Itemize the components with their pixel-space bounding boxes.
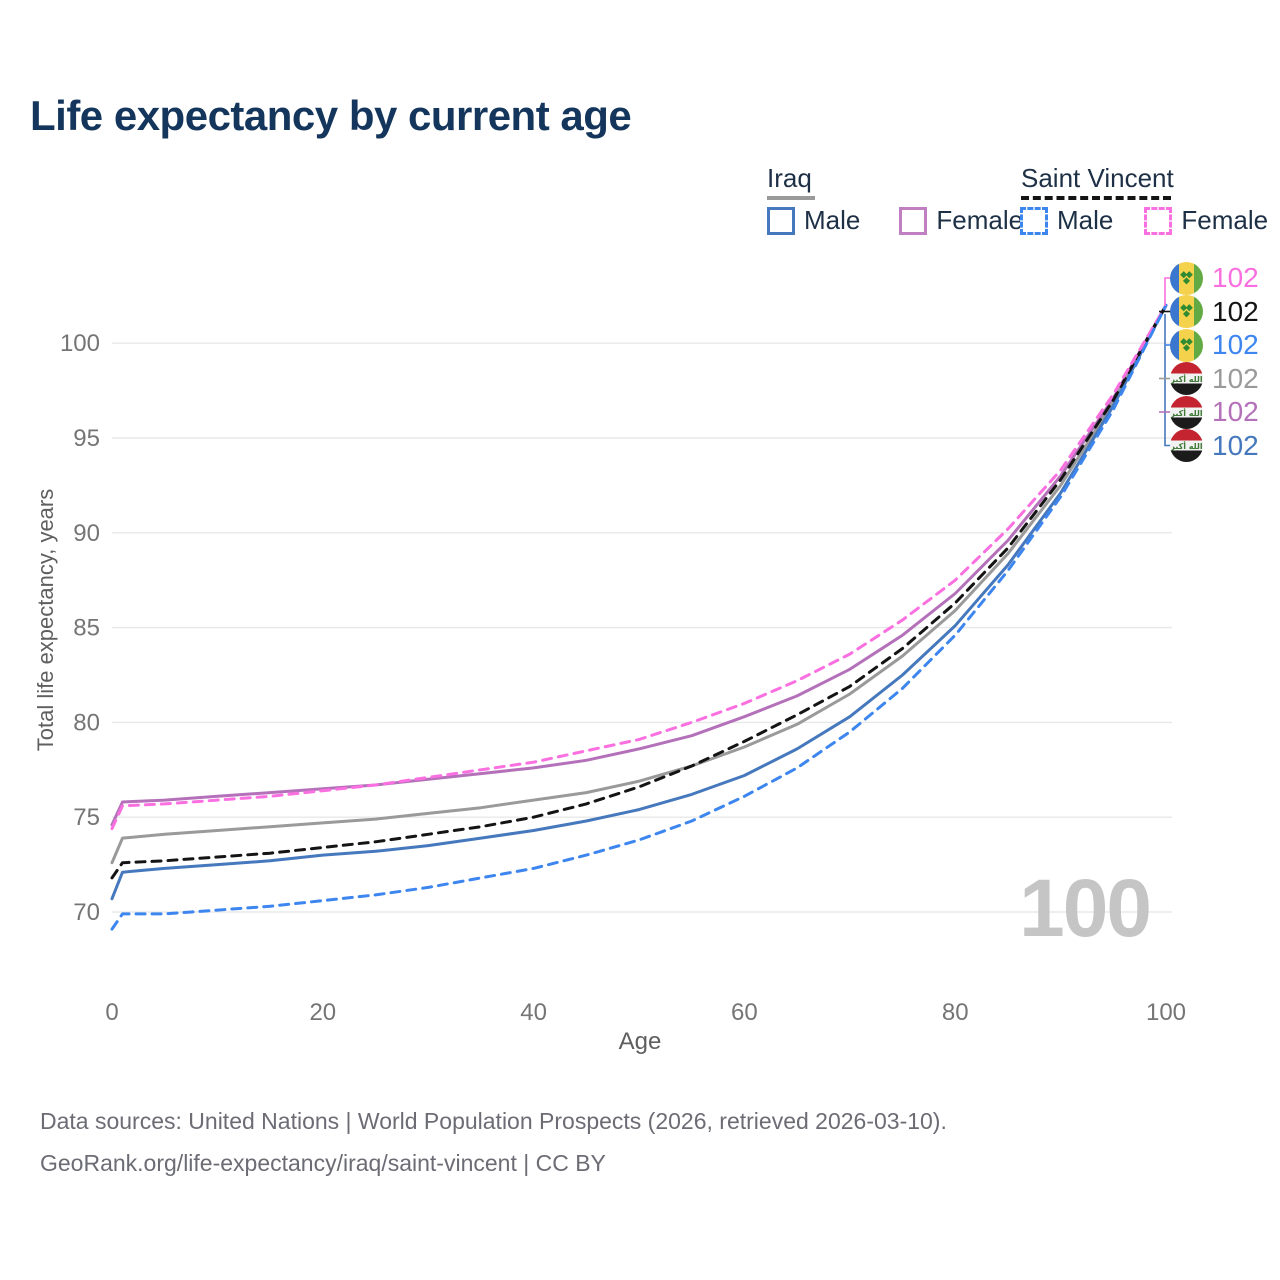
end-label-row-iraq-male: الله أكبر 102 — [1170, 429, 1259, 463]
end-label-value: 102 — [1212, 362, 1259, 394]
end-label-row-saint-vincent: 102 — [1170, 295, 1259, 329]
legend-label-iraq-female[interactable]: Female — [936, 205, 1024, 235]
y-tick-label: 100 — [60, 330, 100, 357]
x-axis-title: Age — [618, 1028, 662, 1055]
x-tick-label: 80 — [942, 999, 969, 1026]
y-tick-label: 90 — [73, 520, 100, 547]
legend-label-iraq-male[interactable]: Male — [804, 205, 861, 235]
y-tick-label: 70 — [73, 899, 100, 926]
legend-label-sv-female[interactable]: Female — [1181, 205, 1269, 235]
flag-iraq-icon: الله أكبر — [1170, 362, 1203, 395]
series-line-saint-vincent-female — [110, 303, 1168, 831]
legend-swatch-iraq-male[interactable] — [767, 206, 795, 235]
end-label-value: 102 — [1212, 295, 1259, 327]
y-tick-label: 80 — [73, 709, 100, 736]
legend-swatch-iraq-female[interactable] — [899, 206, 928, 235]
legend-group-saint-vincent: Saint Vincent — [1021, 163, 1174, 200]
legend-saint-vincent-underline — [1021, 196, 1171, 200]
x-tick-label: 20 — [309, 999, 336, 1026]
leader-iraq-male — [1164, 314, 1171, 447]
end-label-row-saint-vincent-male: 102 — [1170, 328, 1259, 362]
end-label-value: 102 — [1212, 396, 1259, 427]
y-tick-label: 85 — [73, 615, 100, 642]
svg-text:الله أكبر: الله أكبر — [1170, 441, 1203, 451]
flag-saint-vincent-icon — [1170, 295, 1203, 328]
y-tick-label: 95 — [73, 425, 100, 452]
leader-sv-female — [1164, 277, 1171, 306]
legend-swatch-sv-male[interactable] — [1020, 206, 1048, 235]
end-label-row-saint-vincent-female: 102 — [1170, 261, 1259, 295]
legend-group-saint-vincent-label[interactable]: Saint Vincent — [1021, 163, 1174, 193]
x-tick-label: 60 — [731, 999, 758, 1026]
svg-text:الله أكبر: الله أكبر — [1170, 374, 1203, 384]
legend-iraq-underline — [767, 196, 815, 200]
end-label-value: 102 — [1212, 429, 1259, 461]
series-line-saint-vincent — [110, 303, 1168, 880]
end-label-value: 102 — [1212, 262, 1259, 293]
end-label-value: 102 — [1212, 329, 1259, 360]
flag-iraq-icon: الله أكبر — [1170, 395, 1203, 429]
legend-items-iraq: Male Female — [767, 205, 1023, 236]
y-axis-title: Total life expectancy, years — [33, 488, 58, 752]
legend-items-saint-vincent: Male Female — [1020, 205, 1268, 236]
end-label-row-iraq-female: الله أكبر 102 — [1170, 395, 1259, 429]
flag-iraq-icon: الله أكبر — [1170, 429, 1203, 462]
flag-saint-vincent-icon — [1170, 328, 1203, 362]
data-sources-text: Data sources: United Nations | World Pop… — [40, 1108, 947, 1134]
x-tick-label: 0 — [105, 999, 118, 1026]
y-tick-label: 75 — [73, 804, 100, 831]
end-label-row-iraq: الله أكبر 102 — [1170, 362, 1259, 396]
series-line-saint-vincent-male — [110, 303, 1168, 931]
series-line-iraq-female — [110, 303, 1168, 827]
x-tick-label: 40 — [520, 999, 547, 1026]
legend-group-iraq-label[interactable]: Iraq — [767, 163, 812, 193]
series-line-iraq-male — [110, 303, 1168, 901]
flag-saint-vincent-icon — [1170, 261, 1203, 295]
series-line-iraq — [110, 303, 1168, 865]
legend-group-iraq: Iraq — [767, 163, 815, 200]
svg-text:الله أكبر: الله أكبر — [1170, 407, 1203, 417]
legend-swatch-sv-female[interactable] — [1144, 206, 1173, 235]
legend-label-sv-male[interactable]: Male — [1057, 205, 1114, 235]
attribution-text: GeoRank.org/life-expectancy/iraq/saint-v… — [40, 1150, 606, 1176]
page-title: Life expectancy by current age — [30, 92, 632, 139]
age-counter: 100 — [1019, 863, 1152, 954]
x-tick-label: 100 — [1146, 999, 1186, 1026]
